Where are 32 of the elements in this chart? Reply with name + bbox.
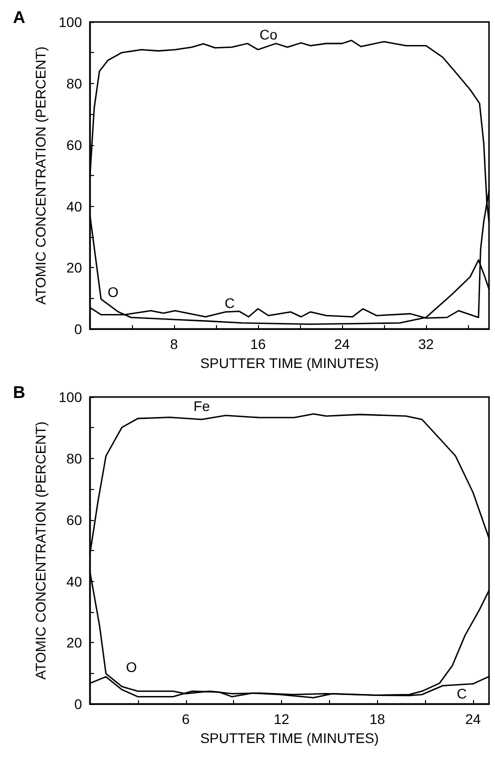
y-tick-label: 60 <box>66 512 82 528</box>
y-tick-label: 80 <box>66 450 82 466</box>
y-tick-label: 80 <box>66 75 82 92</box>
x-tick-label: 16 <box>250 336 266 352</box>
chart-title: B <box>13 383 26 402</box>
x-tick-label: 24 <box>334 336 350 352</box>
y-tick-label: 100 <box>58 14 82 30</box>
x-tick-label: 6 <box>182 711 190 728</box>
x-tick-label: 18 <box>369 711 386 728</box>
x-axis-title: SPUTTER TIME (MINUTES) <box>200 730 379 746</box>
chart-title: A <box>13 8 26 27</box>
x-tick-label: 12 <box>274 711 290 728</box>
x-axis-title: SPUTTER TIME (MINUTES) <box>200 355 379 371</box>
x-tick-label: 24 <box>465 711 482 728</box>
y-tick-label: 60 <box>66 136 82 153</box>
y-tick-label: 20 <box>66 634 82 651</box>
y-tick-label: 100 <box>58 389 82 405</box>
series-label: Co <box>260 26 278 42</box>
y-axis-title: ATOMIC CONCENTRATION (PERCENT) <box>32 46 49 305</box>
x-tick-label: 32 <box>418 336 434 352</box>
y-tick-label: 0 <box>74 321 82 338</box>
y-tick-label: 20 <box>66 260 82 276</box>
y-tick-label: 40 <box>66 573 82 590</box>
y-tick-label: 40 <box>66 198 82 214</box>
y-tick-label: 0 <box>74 696 82 712</box>
y-axis-title: ATOMIC CONCENTRATION (PERCENT) <box>32 421 49 680</box>
x-tick-label: 8 <box>170 336 178 352</box>
series-label: O <box>108 284 119 300</box>
series-label: O <box>126 659 138 676</box>
series-label: C <box>456 685 467 702</box>
series-label: C <box>224 294 235 311</box>
series-label: Fe <box>194 398 210 414</box>
